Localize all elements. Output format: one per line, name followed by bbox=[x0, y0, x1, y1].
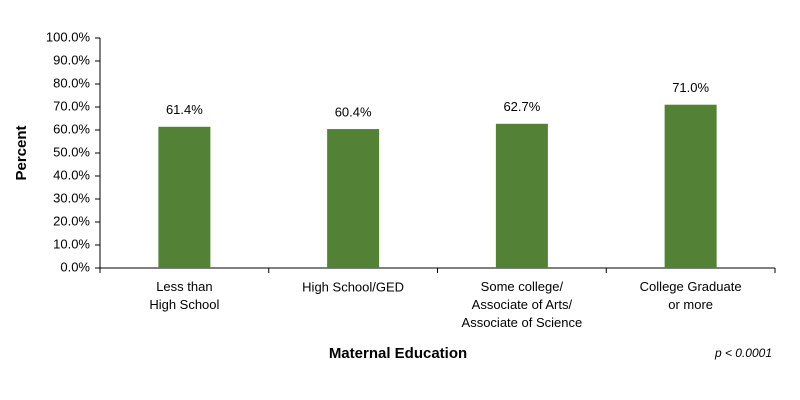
y-tick-label: 90.0% bbox=[53, 52, 90, 67]
y-tick-label: 80.0% bbox=[53, 75, 90, 90]
value-label: 71.0% bbox=[672, 80, 709, 95]
y-tick-label: 40.0% bbox=[53, 167, 90, 182]
value-label: 62.7% bbox=[503, 99, 540, 114]
bar bbox=[158, 126, 211, 268]
y-tick-label: 10.0% bbox=[53, 236, 90, 251]
y-tick-label: 100.0% bbox=[46, 29, 91, 44]
y-tick-label: 0.0% bbox=[60, 259, 90, 274]
bar bbox=[664, 104, 717, 268]
x-tick-label: Less than High School bbox=[149, 279, 219, 312]
value-label: 61.4% bbox=[166, 102, 203, 117]
y-tick-label: 50.0% bbox=[53, 144, 90, 159]
y-tick-label: 30.0% bbox=[53, 190, 90, 205]
y-tick-label: 70.0% bbox=[53, 98, 90, 113]
x-tick-label: Some college/Associate of Arts/Associate… bbox=[462, 279, 583, 330]
x-tick-label: College Graduate or more bbox=[640, 279, 742, 312]
annotation: p < 0.0001 bbox=[714, 346, 772, 360]
x-axis-label: Maternal Education bbox=[329, 345, 467, 362]
bar bbox=[327, 129, 380, 268]
bar bbox=[495, 123, 548, 268]
y-tick-label: 20.0% bbox=[53, 213, 90, 228]
value-label: 60.4% bbox=[335, 105, 372, 120]
y-axis-label: Percent bbox=[13, 125, 30, 180]
y-tick-label: 60.0% bbox=[53, 121, 90, 136]
x-tick-label: High School/GED bbox=[302, 279, 404, 294]
